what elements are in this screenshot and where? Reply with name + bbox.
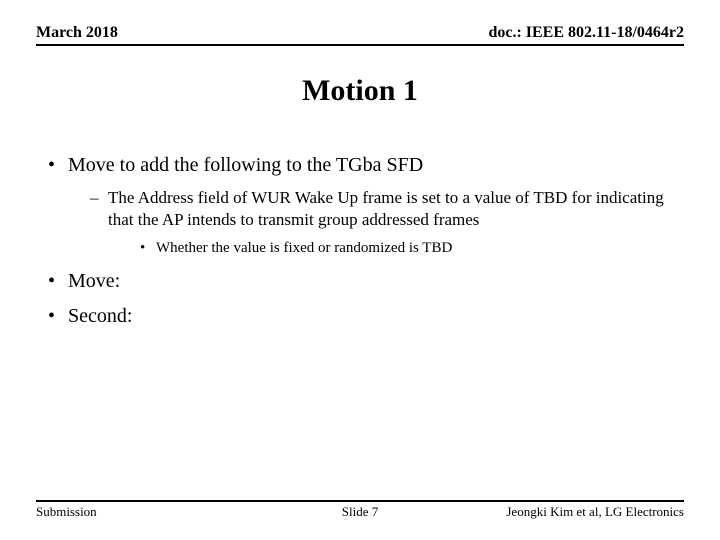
footer-rule xyxy=(36,500,684,502)
bullet-text: Move to add the following to the TGba SF… xyxy=(68,154,423,176)
header-doc-id: doc.: IEEE 802.11-18/0464r2 xyxy=(488,24,684,42)
footer: Submission Slide 7 Jeongki Kim et al, LG… xyxy=(36,500,684,520)
bullet-text: Move: xyxy=(68,270,120,292)
bullet-list-level3: Whether the value is fixed or randomized… xyxy=(108,239,684,259)
bullet-text: Whether the value is fixed or randomized… xyxy=(156,240,452,256)
bullet-item: Second: xyxy=(42,305,684,328)
slide-title: Motion 1 xyxy=(36,74,684,108)
bullet-text: The Address field of WUR Wake Up frame i… xyxy=(108,188,664,229)
footer-slide-number: Slide 7 xyxy=(36,504,684,520)
bullet-text: Second: xyxy=(68,305,132,327)
bullet-list-level2: The Address field of WUR Wake Up frame i… xyxy=(68,187,684,258)
header-row: March 2018 doc.: IEEE 802.11-18/0464r2 xyxy=(36,24,684,46)
bullet-subsubitem: Whether the value is fixed or randomized… xyxy=(108,239,684,259)
bullet-item: Move to add the following to the TGba SF… xyxy=(42,154,684,258)
footer-row: Submission Slide 7 Jeongki Kim et al, LG… xyxy=(36,504,684,520)
content-area: Move to add the following to the TGba SF… xyxy=(36,154,684,328)
bullet-item: Move: xyxy=(42,270,684,293)
bullet-subitem: The Address field of WUR Wake Up frame i… xyxy=(68,187,684,258)
slide-page: March 2018 doc.: IEEE 802.11-18/0464r2 M… xyxy=(0,0,720,540)
bullet-list-level1: Move to add the following to the TGba SF… xyxy=(42,154,684,328)
header-date: March 2018 xyxy=(36,24,118,42)
